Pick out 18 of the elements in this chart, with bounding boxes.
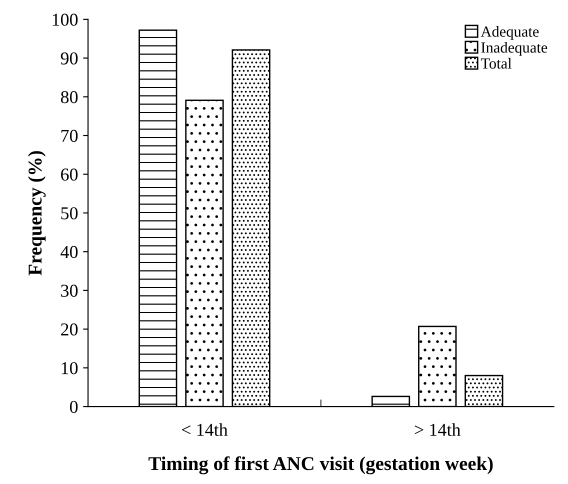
- legend-label: Inadequate: [481, 42, 548, 56]
- y-tick-label: 0: [70, 400, 78, 413]
- y-tick-label: 20: [61, 323, 78, 336]
- x-tick-label: < 14th: [182, 423, 228, 436]
- y-tick-label: 40: [60, 246, 78, 258]
- y-tick-label: 60: [61, 168, 78, 181]
- y-tick-label: 90: [60, 52, 78, 65]
- x-tick-label: > 14th: [414, 423, 461, 436]
- y-tick-label: 100: [52, 14, 78, 26]
- legend-label: Adequate: [480, 26, 539, 40]
- y-tick-label: 50: [61, 207, 78, 220]
- y-tick-label: 70: [61, 130, 78, 142]
- y-axis-title: Frequency (%): [28, 151, 46, 276]
- y-tick-label: 80: [60, 91, 78, 104]
- legend-label: Total: [480, 58, 512, 69]
- y-tick-label: 10: [62, 362, 78, 374]
- x-axis-title: Timing of first ANC visit (gestation week): [148, 456, 493, 474]
- y-tick-label: 30: [61, 284, 78, 297]
